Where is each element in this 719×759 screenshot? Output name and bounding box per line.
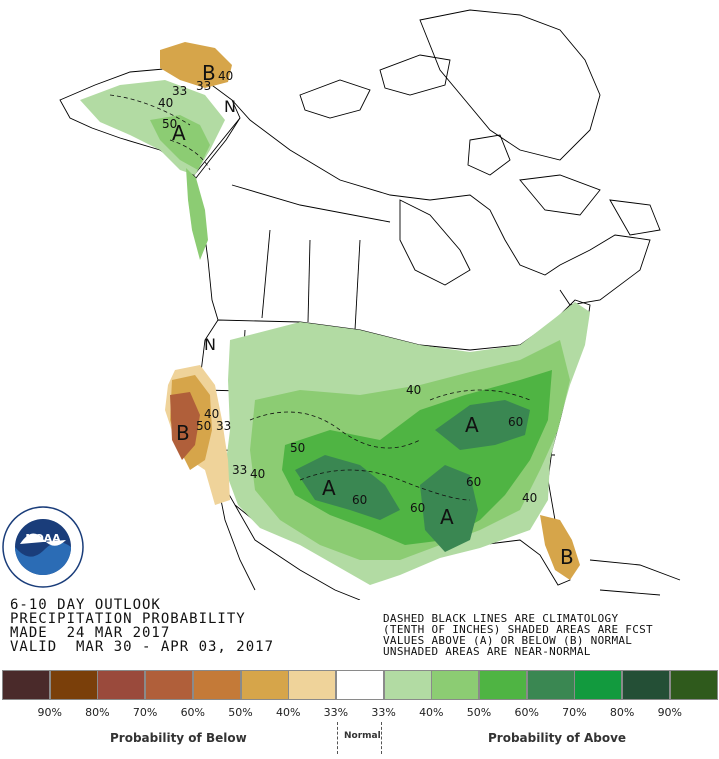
contour-label: 60 [410, 501, 425, 515]
legend-tick-label: 50% [228, 706, 253, 719]
notes-line-3: VALUES ABOVE (A) OR BELOW (B) NORMAL [383, 634, 633, 647]
legend-swatch [669, 670, 718, 700]
outlook-line-4: VALID MAR 30 - APR 03, 2017 [10, 639, 275, 655]
outlook-line-3: MADE 24 MAR 2017 [10, 625, 171, 641]
legend-swatch [526, 670, 575, 700]
southwest-above-label: A [322, 476, 336, 500]
noaa-logo-text: NOAA [25, 532, 61, 545]
legend-tick-label: 33% [371, 706, 396, 719]
gulf-above-label: A [440, 505, 454, 529]
contour-label: 40 [250, 467, 265, 481]
normal-caption: Normal [344, 731, 381, 741]
alaska-normal-label: N [224, 97, 236, 116]
notes-line-1: DASHED BLACK LINES ARE CLIMATOLOGY [383, 612, 619, 625]
contour-label: 40 [158, 96, 173, 110]
below-shading [160, 42, 580, 580]
contour-label: 33 [216, 419, 231, 433]
legend-swatch [479, 670, 527, 700]
legend-tick-label: 60% [180, 706, 206, 719]
legend-notes: DASHED BLACK LINES ARE CLIMATOLOGY (TENT… [383, 613, 653, 657]
legend-swatch [335, 670, 384, 700]
legend-tick-label: 60% [514, 706, 539, 719]
contour-label: 50 [290, 441, 305, 455]
legend-tick-label: 40% [275, 706, 301, 719]
legend-tick-label: 90% [37, 706, 62, 719]
legend-tick-label: 50% [466, 706, 492, 719]
legend-swatch [383, 670, 432, 700]
legend-swatch [288, 670, 337, 700]
legend-swatch [97, 670, 146, 700]
contour-label: 40 [218, 69, 233, 83]
legend-swatch [145, 670, 194, 700]
north-below-label: B [202, 61, 216, 85]
legend-tick-label: 80% [85, 706, 110, 719]
west-below-label: B [176, 421, 190, 445]
contour-label: 40 [204, 407, 219, 421]
florida-below-label: B [560, 545, 574, 569]
precipitation-outlook-map: A N B N B A A A B 40 33 33 40 50 40 50 3… [59, 9, 681, 600]
contour-label: 40 [522, 491, 537, 505]
alaska-above-label: A [172, 121, 186, 145]
legend-swatch [622, 670, 671, 700]
contour-label: 60 [352, 493, 367, 507]
outlook-line-1: 6-10 DAY OUTLOOK [10, 597, 161, 613]
probability-above-caption: Probability of Above [488, 731, 627, 745]
legend-swatch [574, 670, 623, 700]
legend-swatch [2, 670, 50, 700]
legend-tick-label: 90% [657, 706, 683, 719]
legend-swatch [240, 670, 289, 700]
legend-tick-label: 70% [562, 706, 587, 719]
probability-below-caption: Probability of Below [110, 731, 247, 745]
outlook-title-block: 6-10 DAY OUTLOOK PRECIPITATION PROBABILI… [10, 598, 274, 654]
legend-swatch [49, 670, 98, 700]
contour-label: 33 [196, 79, 211, 93]
normal-divider-left [337, 722, 338, 754]
above-shading [80, 80, 590, 585]
contour-label: 40 [406, 383, 421, 397]
legend-tick-label: 70% [132, 706, 158, 719]
contour-label: 60 [508, 415, 523, 429]
ohio-above-label: A [465, 413, 479, 437]
legend-swatch [431, 670, 480, 700]
contour-label: 50 [162, 117, 177, 131]
legend-tick-label: 80% [609, 706, 635, 719]
west-normal-label: N [204, 335, 216, 354]
legend-swatch [192, 670, 241, 700]
contour-label: 50 [196, 419, 211, 433]
legend-tick-label: 40% [419, 706, 444, 719]
contour-label: 33 [172, 84, 187, 98]
outlook-line-2: PRECIPITATION PROBABILITY [10, 611, 246, 627]
contour-label: 33 [232, 463, 247, 477]
contour-label: 60 [466, 475, 481, 489]
normal-divider-right [381, 722, 382, 754]
notes-line-2: (TENTH OF INCHES) SHADED AREAS ARE FCST [383, 623, 653, 636]
notes-line-4: UNSHADED AREAS ARE NEAR-NORMAL [383, 645, 591, 658]
noaa-logo: NOAA [2, 506, 84, 588]
legend-tick-label: 33% [323, 706, 349, 719]
climatology-lines [109, 94, 531, 501]
color-legend [0, 670, 719, 700]
